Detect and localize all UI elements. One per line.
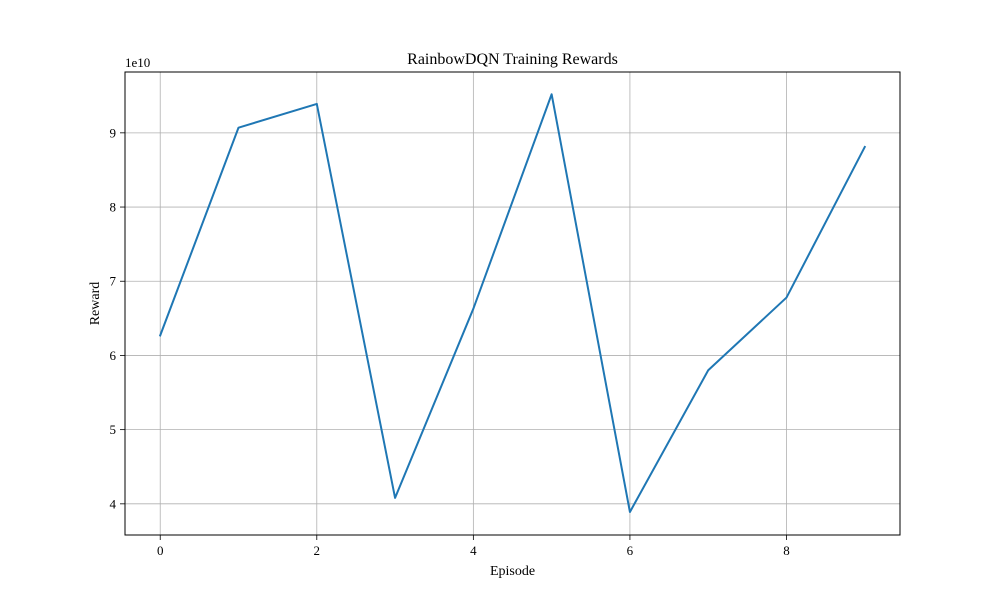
y-tick-label: 6 [110, 348, 117, 363]
x-tick-label: 6 [627, 543, 634, 558]
y-tick-label: 9 [110, 125, 117, 140]
y-axis-title: Reward [88, 282, 103, 326]
y-tick-label: 4 [110, 496, 117, 511]
chart-title: RainbowDQN Training Rewards [407, 51, 618, 68]
x-tick-label: 2 [314, 543, 321, 558]
ticks: 0 2 4 6 8 4 5 6 7 8 9 [110, 125, 790, 558]
series-line [158, 93, 867, 513]
y-tick-label: 8 [110, 200, 117, 215]
series-layer [158, 93, 867, 513]
x-axis-title: Episode [490, 564, 535, 579]
y-tick-label: 7 [110, 274, 117, 289]
plot-area-frame [124, 71, 901, 536]
x-tick-label: 4 [470, 543, 477, 558]
x-tick-label: 8 [783, 543, 790, 558]
grid [125, 72, 900, 535]
x-tick-label: 0 [157, 543, 164, 558]
y-axis-offset-label: 1e10 [125, 55, 150, 70]
y-tick-label: 5 [110, 422, 117, 437]
